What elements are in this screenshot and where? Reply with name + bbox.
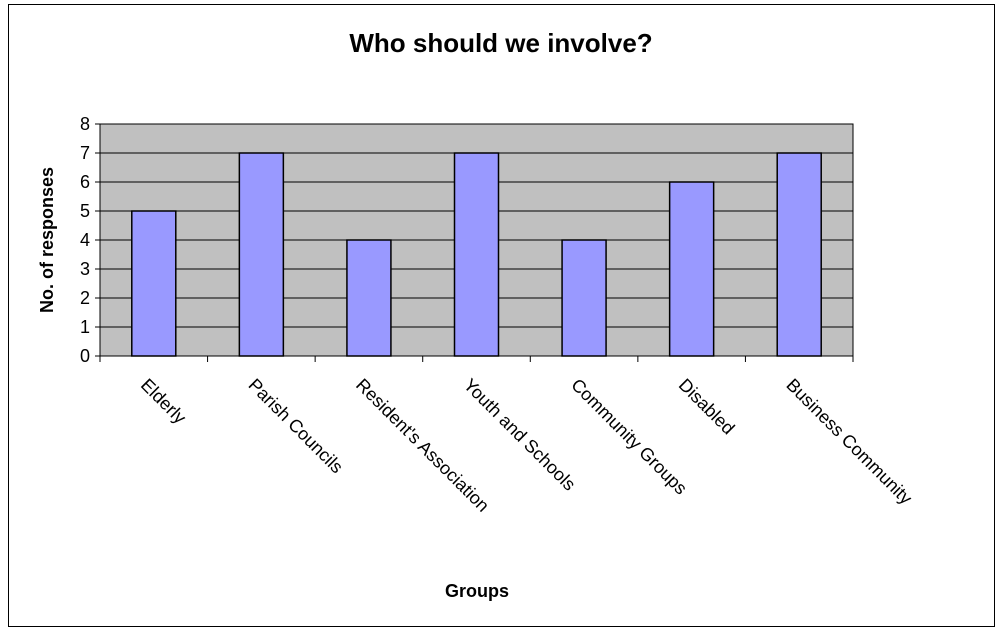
- y-tick-label: 1: [80, 317, 90, 337]
- y-tick-label: 8: [80, 114, 90, 134]
- bars: [131, 152, 822, 357]
- x-category-label: Community Groups: [567, 375, 691, 499]
- y-tick-label: 4: [80, 230, 90, 250]
- x-category-label: Parish Councils: [245, 375, 348, 478]
- bar-elderly: [131, 210, 177, 357]
- x-category-label: Disabled: [675, 375, 739, 439]
- y-axis-title: No. of responses: [37, 167, 57, 313]
- bar-community-groups: [561, 239, 607, 357]
- x-category-label: Youth and Schools: [460, 375, 580, 495]
- x-category-labels: Elderly Parish Councils Resident's Associa…: [137, 375, 916, 516]
- y-tick-labels: 0 1 2 3 4 5 6 7 8: [80, 114, 90, 366]
- x-category-label: Business Community: [782, 375, 916, 509]
- y-tick-label: 7: [80, 143, 90, 163]
- x-category-label: Elderly: [137, 375, 190, 428]
- bar-resident-s-association: [346, 239, 392, 357]
- chart-title: Who should we involve?: [349, 28, 652, 58]
- y-tick-label: 5: [80, 201, 90, 221]
- bar-parish-councils: [238, 152, 285, 357]
- y-tick-label: 6: [80, 172, 90, 192]
- bar-business-community: [776, 152, 822, 357]
- y-tick-label: 2: [80, 288, 90, 308]
- y-tick-label: 3: [80, 259, 90, 279]
- axes: [95, 123, 854, 362]
- x-axis-title: Groups: [445, 581, 509, 601]
- y-tick-label: 0: [80, 346, 90, 366]
- bar-disabled: [668, 181, 715, 357]
- bar-youth-and-schools: [453, 152, 500, 357]
